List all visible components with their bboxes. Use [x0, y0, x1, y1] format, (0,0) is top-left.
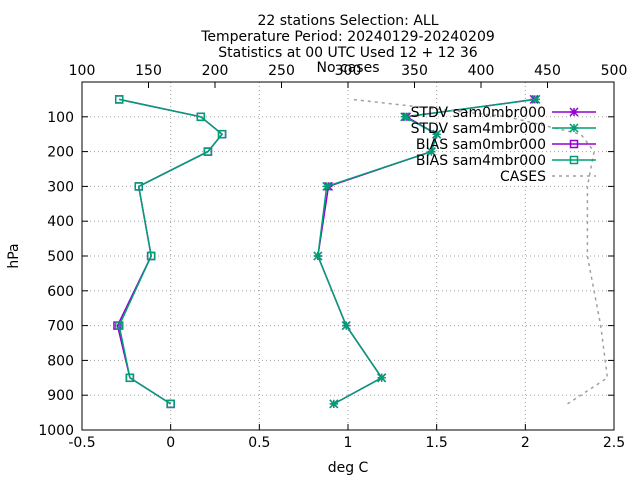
data-point [377, 373, 387, 383]
series-line [118, 98, 224, 405]
y-tick-label: 600 [47, 284, 74, 300]
y-tick-label: 800 [47, 353, 74, 369]
data-point [531, 94, 541, 104]
legend-label: BIAS sam4mbr000 [416, 153, 546, 169]
series-3 [114, 95, 227, 409]
y-tick-label: 300 [47, 179, 74, 195]
x-tick-label: -0.5 [68, 435, 95, 451]
data-point [196, 112, 206, 122]
data-point [166, 399, 175, 409]
legend-marker [569, 155, 579, 165]
y-tick-label: 900 [47, 388, 74, 404]
data-point [341, 321, 351, 331]
series-4 [351, 98, 609, 405]
series-1 [313, 94, 541, 409]
x2-tick-label: 350 [401, 63, 428, 79]
y-tick-label: 700 [47, 319, 74, 335]
legend-label: CASES [500, 169, 546, 185]
y-tick-label: 1000 [38, 423, 74, 439]
legend-label: BIAS sam0mbr000 [416, 137, 546, 153]
data-point [313, 251, 323, 261]
data-point [114, 95, 124, 104]
data-point [125, 373, 135, 383]
x-tick-label: 0 [166, 435, 175, 451]
series-line [351, 98, 609, 405]
data-point [322, 181, 332, 191]
data-point [400, 112, 410, 122]
data-point [426, 147, 436, 157]
series [113, 94, 609, 409]
ticks: -0.5 0 0.5 1 1.5 2 2.5 100 150 200 250 300 350 400 450… [38, 63, 627, 451]
data-point [329, 399, 339, 409]
title-line-2: Temperature Period: 20240129-20240209 [200, 29, 495, 45]
data-point [114, 321, 124, 330]
data-point [203, 147, 213, 156]
x2-tick-label: 400 [468, 63, 495, 79]
x-tick-label: 0.5 [248, 435, 270, 451]
data-point [134, 182, 143, 191]
x2-tick-label: 150 [135, 63, 162, 79]
legend-marker [569, 139, 579, 149]
y-tick-label: 500 [47, 249, 74, 265]
x-tick-label: 1 [344, 435, 353, 451]
x2-tick-label: 300 [335, 63, 362, 79]
y-tick-label: 100 [47, 110, 74, 126]
legend-label: STDV sam0mbr000 [411, 105, 546, 121]
x2-tick-label: 100 [69, 63, 96, 79]
plot-frame [81, 81, 615, 431]
x-axis-label: deg C [328, 460, 369, 476]
legend-label: STDV sam4mbr000 [411, 121, 546, 137]
x-tick-label: 2 [521, 435, 530, 451]
title-line-3: Statistics at 00 UTC Used 12 + 12 36 [218, 45, 478, 61]
x2-tick-label: 250 [268, 63, 295, 79]
title-line-4: No cases [317, 60, 380, 76]
y-axis-label: hPa [6, 243, 22, 268]
x-tick-label: 1.5 [426, 435, 448, 451]
data-point [217, 129, 227, 139]
x2-tick-label: 200 [202, 63, 229, 79]
data-point [146, 251, 156, 261]
legend-marker [569, 107, 579, 117]
x2-tick-label: 500 [601, 63, 628, 79]
title-line-1: 22 stations Selection: ALL [257, 13, 438, 29]
data-point [432, 129, 442, 139]
chart-title: 22 stations Selection: ALL Temperature P… [200, 13, 495, 76]
x-tick-label: 2.5 [603, 435, 625, 451]
grid [82, 82, 614, 430]
series-line [116, 98, 224, 405]
y-tick-label: 200 [47, 145, 74, 161]
y-tick-label: 400 [47, 214, 74, 230]
legend-marker [569, 123, 579, 133]
x2-tick-label: 450 [534, 63, 561, 79]
